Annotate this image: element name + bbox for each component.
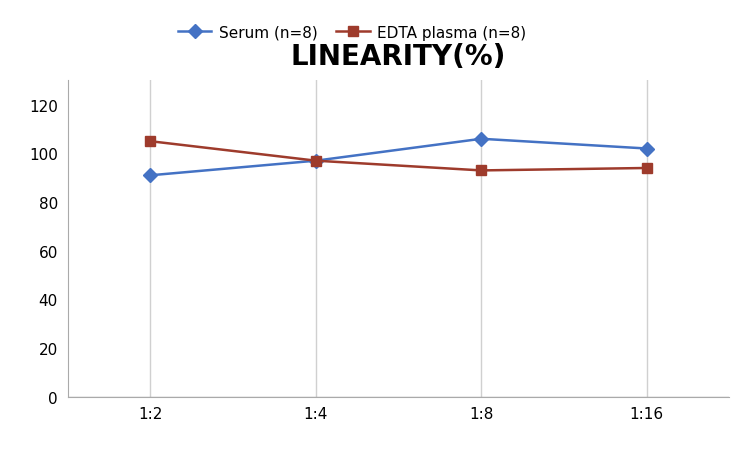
Serum (n=8) [642, 147, 651, 152]
Title: LINEARITY(%): LINEARITY(%) [291, 42, 506, 70]
Serum (n=8) [311, 159, 320, 164]
Line: Serum (n=8): Serum (n=8) [146, 134, 651, 181]
Serum (n=8) [146, 173, 155, 179]
EDTA plasma (n=8) [477, 168, 486, 174]
Serum (n=8) [477, 137, 486, 142]
Line: EDTA plasma (n=8): EDTA plasma (n=8) [146, 137, 651, 176]
EDTA plasma (n=8) [146, 139, 155, 145]
EDTA plasma (n=8) [311, 159, 320, 164]
EDTA plasma (n=8) [642, 166, 651, 171]
Legend: Serum (n=8), EDTA plasma (n=8): Serum (n=8), EDTA plasma (n=8) [171, 19, 532, 46]
